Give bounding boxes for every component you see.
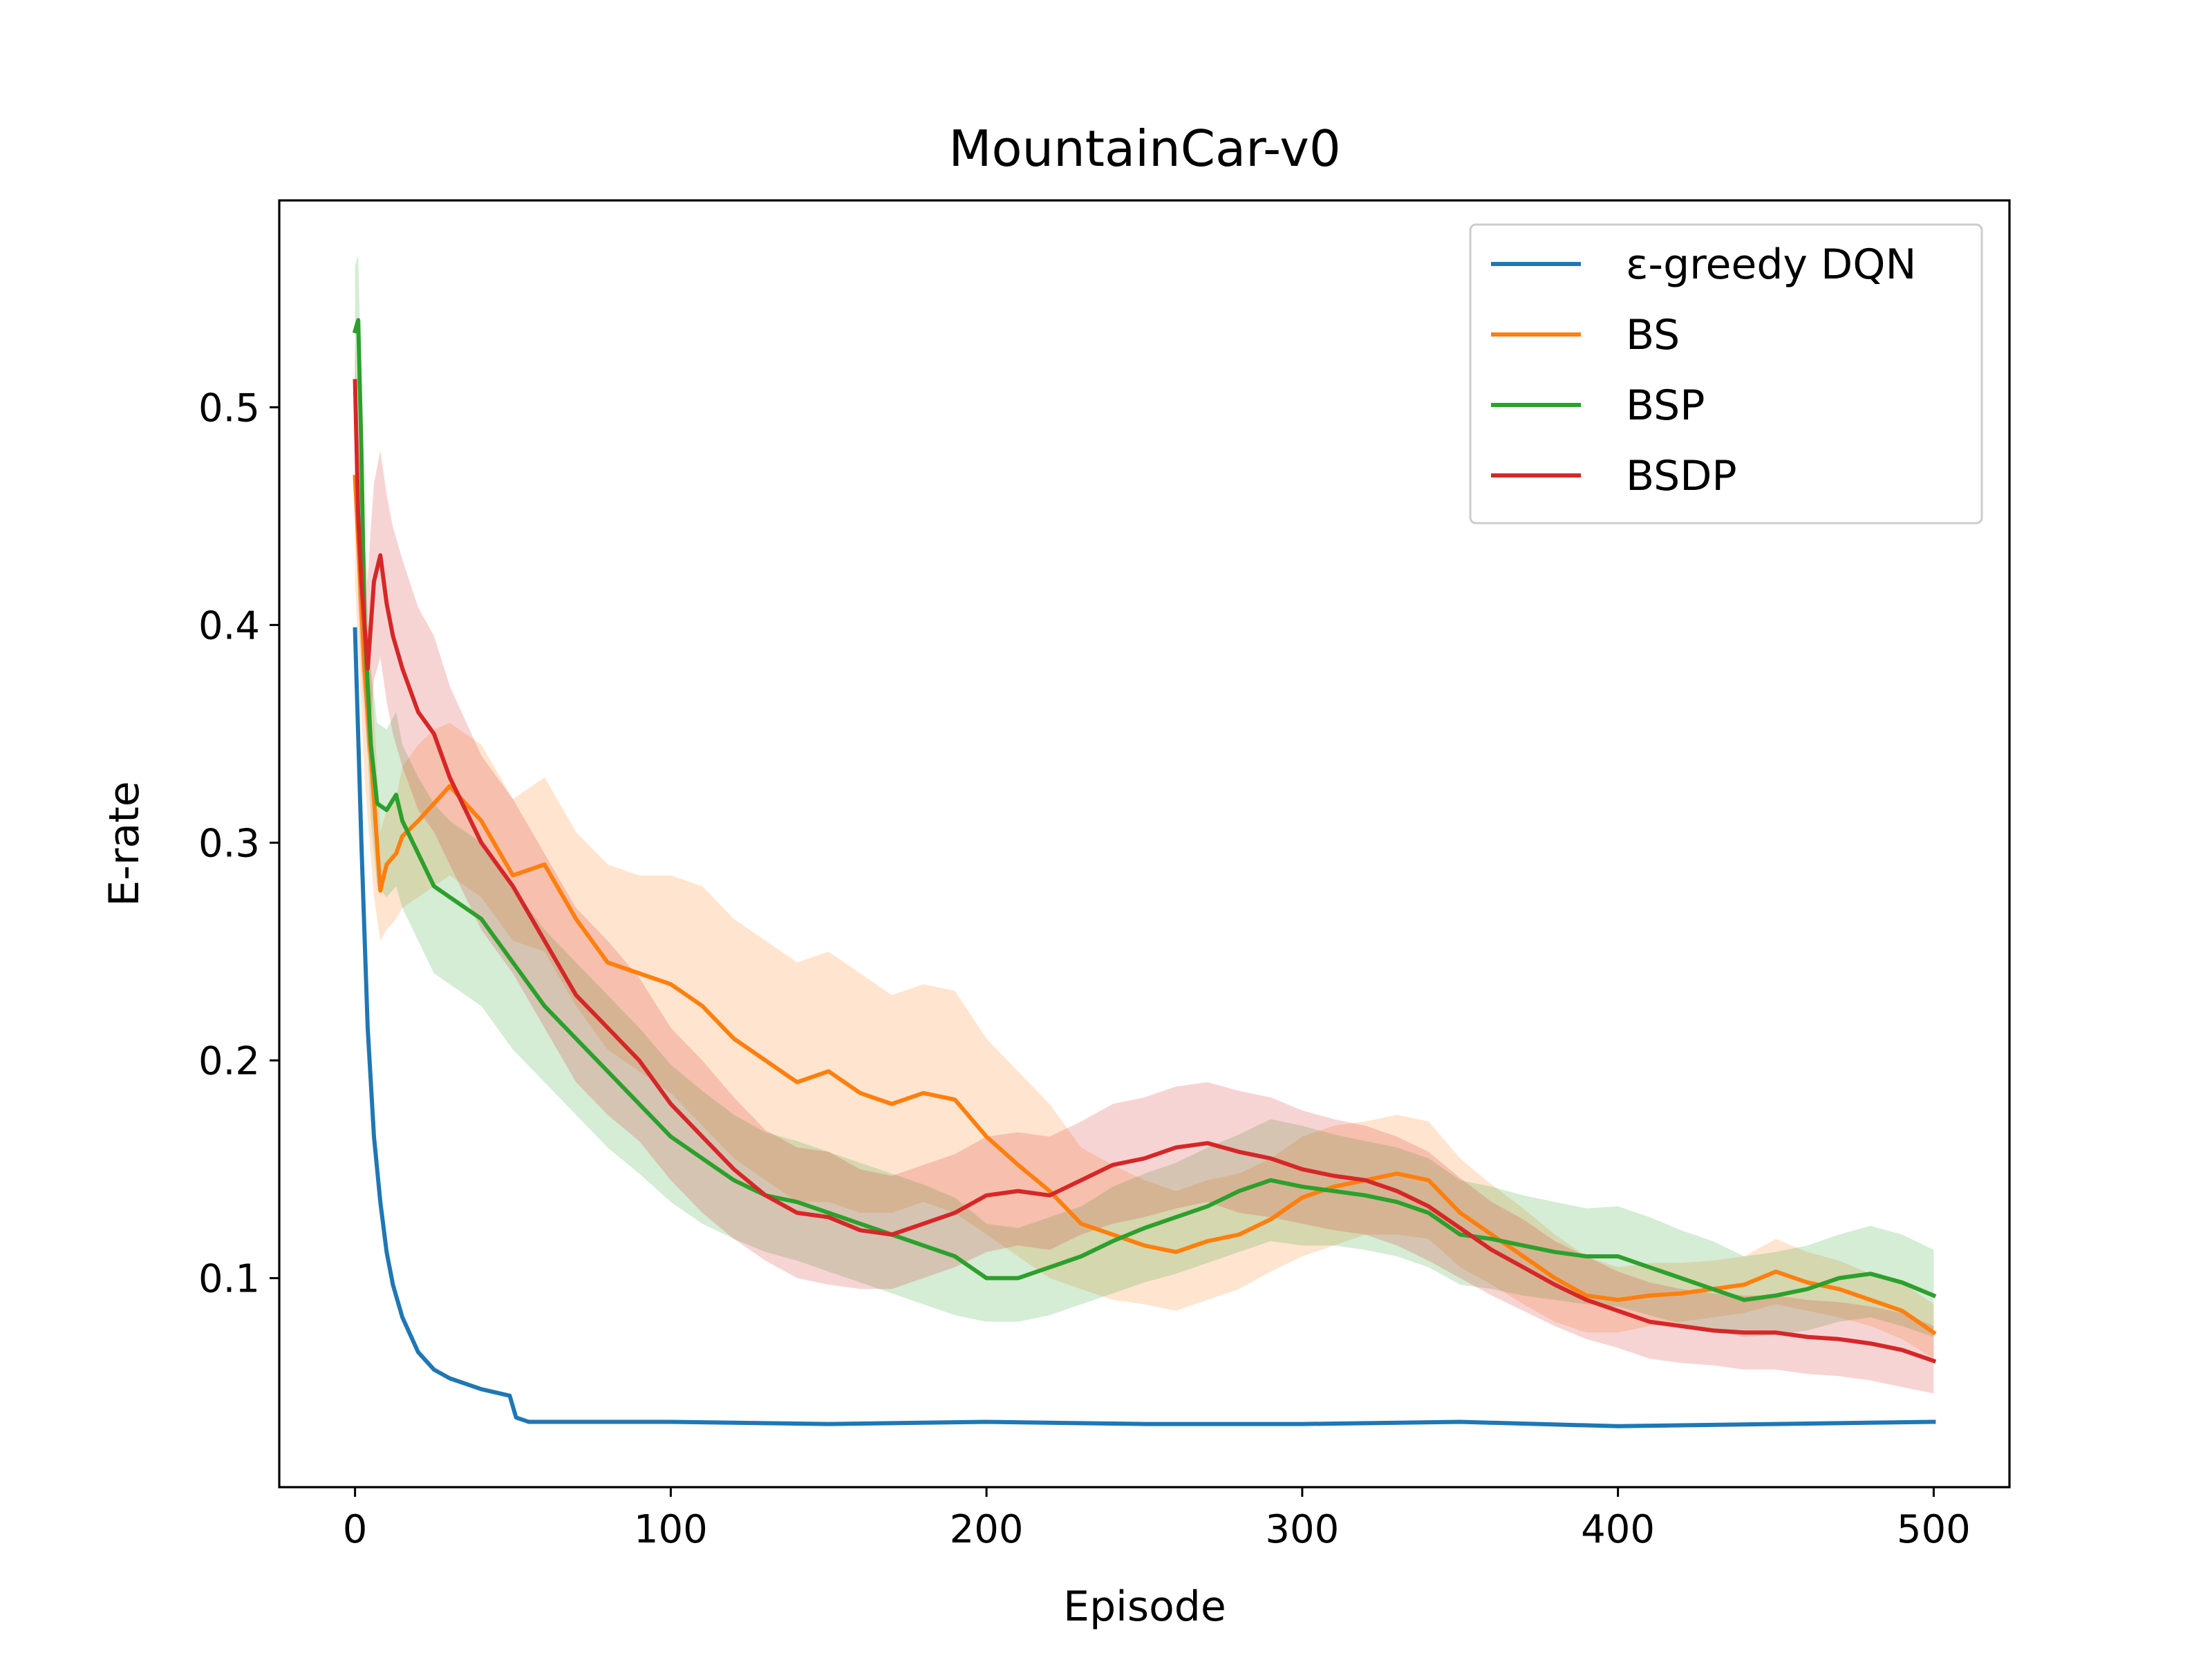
x-tick-label: 200 (950, 1507, 1024, 1552)
x-tick-label: 400 (1581, 1507, 1655, 1552)
legend-label: BS (1626, 311, 1680, 359)
legend: ε-greedy DQN BS BSP BSDP (1469, 223, 1983, 525)
x-tick-label: 300 (1265, 1507, 1339, 1552)
legend-frame (1469, 223, 1983, 525)
x-tick-label: 100 (634, 1507, 708, 1552)
confidence-bands (355, 254, 1934, 1394)
series-line-bsp (352, 318, 1937, 1302)
series-line--greedy-dqn (353, 627, 1936, 1428)
plot-frame (278, 199, 2011, 1489)
band-bsdp (355, 341, 1934, 1394)
y-tick-label: 0.4 (198, 603, 260, 648)
x-axis: 0 100 200 300 400 500 (343, 1487, 1971, 1552)
x-tick-label: 0 (343, 1507, 368, 1552)
legend-label: ε-greedy DQN (1626, 240, 1916, 289)
legend-label: BSP (1626, 381, 1705, 430)
y-axis: 0.1 0.2 0.3 0.4 0.5 (198, 386, 279, 1302)
series-lines (352, 318, 1937, 1428)
series-line-bsdp (353, 379, 1937, 1364)
x-tick-label: 500 (1897, 1507, 1971, 1552)
x-axis-label: Episode (1063, 1583, 1226, 1631)
y-axis-label: E-rate (100, 781, 149, 906)
y-tick-label: 0.5 (198, 386, 260, 431)
y-tick-label: 0.2 (198, 1039, 260, 1084)
chart-title: MountainCar-v0 (948, 120, 1340, 178)
y-tick-label: 0.3 (198, 821, 260, 866)
y-tick-label: 0.1 (198, 1257, 260, 1302)
legend-label: BSDP (1626, 452, 1737, 500)
band-bs (355, 407, 1934, 1359)
